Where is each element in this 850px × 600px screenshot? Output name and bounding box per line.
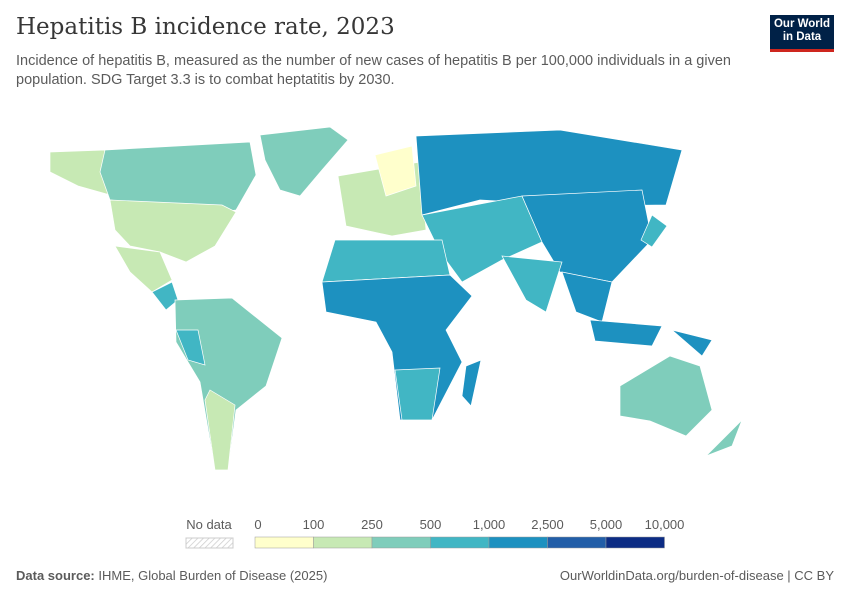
region-madagascar[interactable]	[461, 359, 482, 407]
data-source: Data source: IHME, Global Burden of Dise…	[16, 568, 327, 583]
legend-bin[interactable]	[430, 536, 490, 549]
legend-bin[interactable]	[254, 536, 314, 549]
legend-tick-label: 2,500	[531, 517, 564, 532]
legend-tick-label: 250	[361, 517, 383, 532]
source-text: IHME, Global Burden of Disease (2025)	[98, 568, 328, 583]
no-data-label: No data	[186, 517, 232, 532]
region-argentina[interactable]	[204, 389, 236, 471]
region-japan[interactable]	[640, 214, 668, 248]
legend-bin[interactable]	[547, 536, 607, 549]
region-peru[interactable]	[175, 329, 206, 366]
chart-subtitle: Incidence of hepatitis B, measured as th…	[16, 53, 731, 88]
region-papua-new-guinea[interactable]	[671, 329, 713, 357]
legend-tick-label: 0	[254, 517, 262, 532]
region-scandinavia[interactable]	[374, 145, 417, 197]
legend-tick-label: 10,000	[644, 517, 685, 532]
region-usa[interactable]	[109, 199, 237, 263]
legend-tick-label: 5,000	[589, 517, 623, 532]
legend-bin[interactable]	[488, 536, 548, 549]
region-australia[interactable]	[619, 355, 713, 437]
owid-logo[interactable]: Our World in Data	[770, 15, 834, 52]
region-southern-africa[interactable]	[394, 367, 441, 421]
source-label: Data source:	[16, 568, 95, 583]
region-indonesia[interactable]	[589, 319, 663, 347]
region-alaska[interactable]	[49, 149, 111, 196]
legend-bin[interactable]	[313, 536, 373, 549]
region-india[interactable]	[501, 255, 563, 313]
region-mexico[interactable]	[114, 245, 173, 293]
no-data-swatch	[185, 537, 234, 549]
source-link[interactable]: OurWorldinData.org/burden-of-disease | C…	[559, 568, 834, 583]
legend-bin[interactable]	[371, 536, 431, 549]
chart-title: Hepatitis B incidence rate, 2023	[16, 14, 395, 40]
legend-tick-label: 100	[302, 517, 325, 532]
region-new-zealand[interactable]	[705, 419, 743, 457]
region-south-america[interactable]	[174, 297, 283, 471]
region-greenland[interactable]	[259, 126, 349, 197]
legend-bin[interactable]	[605, 536, 665, 549]
legend-tick-label: 1,000	[472, 517, 506, 532]
legend-tick-label: 500	[419, 517, 442, 532]
